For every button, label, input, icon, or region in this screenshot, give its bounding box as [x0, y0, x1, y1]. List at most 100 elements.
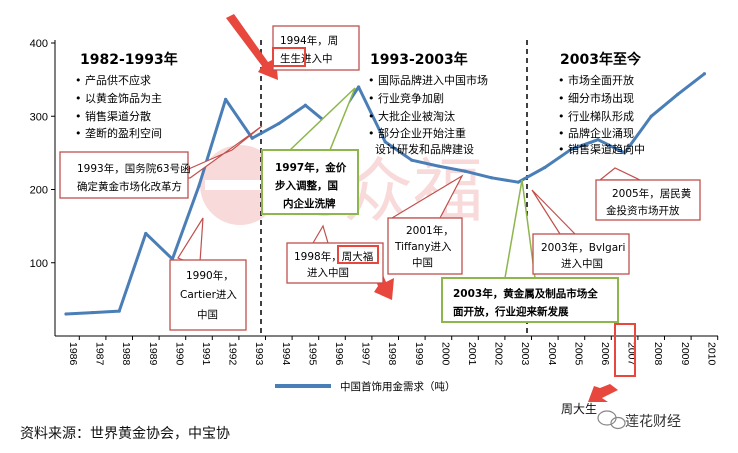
x-tick-label: 2000	[439, 342, 451, 366]
x-tick-label: 1994	[280, 342, 292, 366]
svg-text:1994年，周: 1994年，周	[280, 34, 338, 47]
data-point	[436, 164, 440, 168]
svg-text:1990年，: 1990年，	[186, 269, 234, 282]
arrow-1994	[226, 14, 278, 80]
x-tick-label: 2001	[466, 342, 478, 366]
data-point	[250, 136, 254, 140]
y-ticks: 100 200 300 400	[30, 38, 55, 270]
note-1990: 1990年， Cartier进入 中国	[169, 259, 247, 331]
legend: 中国首饰用金需求（吨）	[275, 380, 456, 393]
x-tick-label: 1988	[120, 342, 132, 366]
legend-label: 中国首饰用金需求（吨）	[340, 380, 456, 393]
x-tick-label: 2009	[679, 342, 691, 366]
era-bullet: • 市场全面开放	[558, 73, 634, 87]
svg-text:面开放，行业迎来新发展: 面开放，行业迎来新发展	[453, 305, 569, 318]
note-2005: 2005年，居民黄 金投资市场开放	[595, 179, 701, 221]
data-point	[623, 151, 627, 155]
era-bullet: • 产品供不应求	[75, 73, 151, 87]
data-point	[91, 310, 95, 315]
watermark-text: 莲花财经	[625, 414, 681, 430]
note-2001: 2001年， Tiffany进入 中国	[387, 217, 463, 275]
data-point	[357, 85, 361, 89]
data-point	[702, 72, 707, 76]
data-point	[543, 165, 547, 170]
arrow-2007	[588, 384, 618, 402]
data-point	[490, 176, 494, 180]
era-bullet: • 大批企业被淘汰	[368, 109, 455, 123]
x-tick-label: 1995	[306, 342, 318, 366]
y-tick-label: 100	[30, 258, 48, 270]
era-bullet: • 品牌企业涌现	[558, 126, 634, 140]
era-bullet: • 销售渠道分散	[75, 109, 151, 123]
highlight-2007	[614, 323, 636, 377]
svg-text:1993年，国务院63号函: 1993年，国务院63号函	[77, 162, 191, 175]
era-1993-2003: 1993-2003年 • 国际品牌进入中国市场 • 行业竞争加剧 • 大批企业被…	[368, 51, 488, 156]
note-2003-green: 2003年，黄金属及制品市场全 面开放，行业迎来新发展	[441, 277, 619, 323]
note-2003-bvlgari: 2003年，Bvlgari 进入中国	[532, 233, 630, 275]
zds-2007-label: 周大生	[561, 402, 598, 416]
note-1993: 1993年，国务院63号函 确定黄金市场化改革方	[59, 151, 191, 199]
x-tick-label: 2006	[599, 342, 611, 366]
era-bullet: • 行业梯队形成	[558, 109, 634, 123]
data-point	[277, 121, 281, 126]
svg-text:生生进入中: 生生进入中	[280, 52, 333, 65]
svg-text:内企业洗牌: 内企业洗牌	[283, 197, 336, 210]
x-tick-label: 2002	[493, 342, 505, 366]
x-tick-label: 1993	[253, 342, 265, 366]
note-1994: 1994年，周 生生进入中	[272, 25, 360, 71]
connector-2003g	[504, 179, 536, 279]
era-bullet: • 部分企业开始注重	[368, 126, 466, 140]
callout-connectors	[167, 125, 641, 263]
x-tick-label: 2010	[705, 342, 717, 366]
data-point	[516, 180, 520, 184]
y-tick-label: 200	[30, 185, 48, 197]
highlight-zdf-1998	[337, 245, 379, 264]
data-point	[676, 92, 680, 96]
source-note: 资料来源：世界黄金协会，中宝协	[20, 426, 230, 442]
data-points	[64, 72, 707, 316]
svg-text:中国: 中国	[197, 308, 218, 321]
era-bullet: • 行业竞争加剧	[368, 91, 444, 105]
svg-text:进入中国: 进入中国	[561, 257, 603, 270]
era-bullet: • 销售渠道趋向中	[558, 142, 645, 156]
x-tick-label: 1992	[227, 342, 239, 366]
svg-text:Cartier进入: Cartier进入	[180, 289, 237, 301]
era-bullet: • 国际品牌进入中国市场	[368, 73, 488, 87]
x-tick-label: 2005	[572, 342, 584, 366]
data-point	[383, 140, 387, 144]
svg-text:确定黄金市场化改革方: 确定黄金市场化改革方	[77, 180, 182, 193]
svg-text:1998年，周大福: 1998年，周大福	[294, 250, 373, 263]
data-point	[649, 114, 653, 118]
connector-2003b	[531, 189, 577, 235]
x-tick-label: 2004	[546, 342, 558, 366]
x-tick-label: 1989	[147, 342, 159, 366]
note-1997: 1997年，金价 步入调整，国 内企业洗牌	[261, 149, 359, 215]
data-point	[64, 312, 68, 316]
era-1982-1993: 1982-1993年 • 产品供不应求 • 以黄金饰品为主 • 销售渠道分散 •…	[75, 51, 178, 140]
axes: 100 200 300 400 1986 1987 1988 1989 1990 1991 199…	[30, 38, 719, 366]
era-bullet: • 以黄金饰品为主	[75, 91, 162, 105]
era-bullet: • 细分市场出现	[558, 91, 634, 105]
highlight-zds-1994	[272, 47, 306, 67]
data-point	[197, 184, 201, 188]
data-point	[596, 138, 600, 142]
x-tick-label: 1999	[413, 342, 425, 366]
svg-text:2003年，Bvlgari: 2003年，Bvlgari	[541, 241, 625, 254]
data-point	[224, 97, 228, 102]
era-title: 1982-1993年	[80, 51, 178, 68]
svg-text:中国: 中国	[412, 256, 433, 269]
x-tick-label: 1996	[333, 342, 345, 366]
x-tick-label: 1986	[67, 342, 79, 366]
x-tick-label: 1990	[173, 342, 185, 366]
era-bullet: • 垄断的盈利空间	[75, 126, 162, 140]
svg-text:2001年，: 2001年，	[406, 224, 454, 237]
era-title: 2003年至今	[560, 51, 641, 68]
x-tick-label: 2003	[519, 342, 531, 366]
svg-text:Tiffany进入: Tiffany进入	[394, 241, 452, 253]
svg-text:1997年，金价: 1997年，金价	[275, 161, 347, 174]
svg-text:金投资市场开放: 金投资市场开放	[606, 204, 680, 217]
data-point	[569, 147, 574, 151]
y-tick-label: 300	[30, 111, 48, 123]
x-tick-label: 1987	[94, 342, 106, 366]
